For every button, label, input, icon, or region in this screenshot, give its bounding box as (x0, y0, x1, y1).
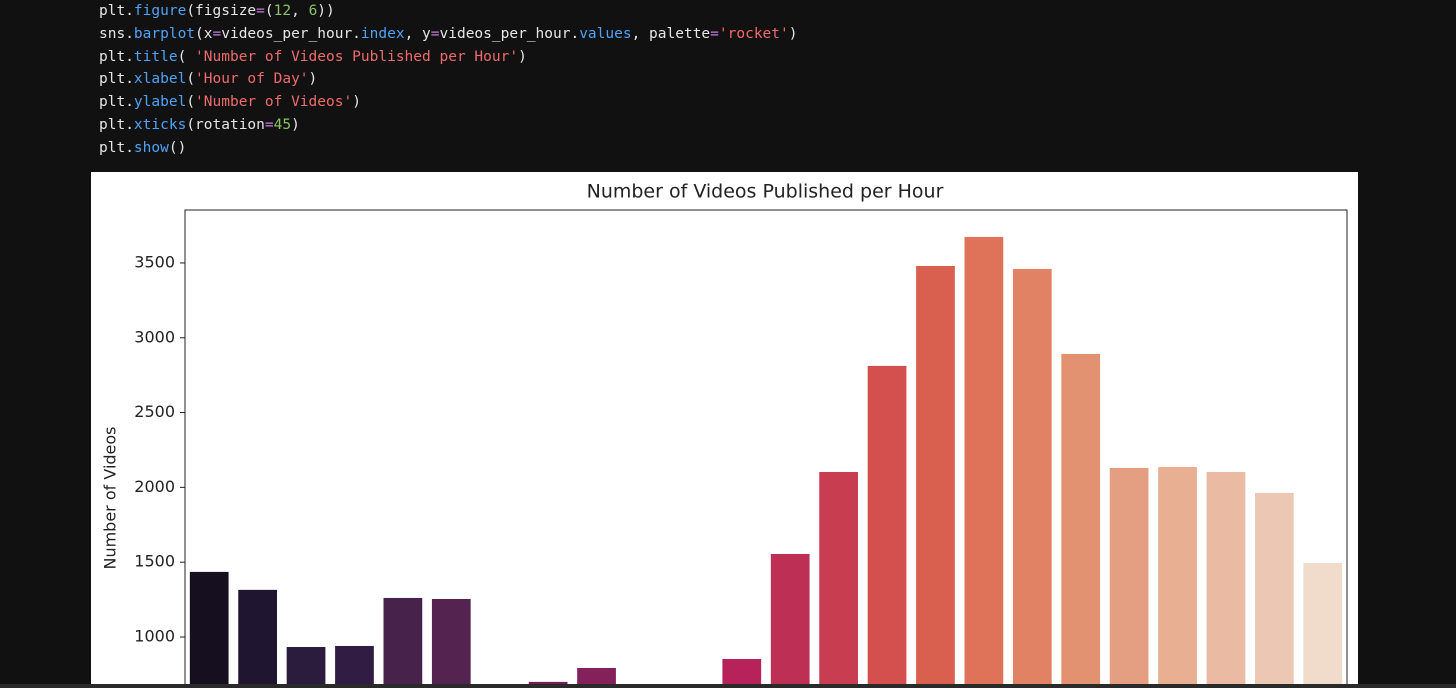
code-token: ) (308, 71, 318, 88)
code-line: plt.figure(figsize=(12, 6)) (99, 0, 797, 23)
code-token: ) (788, 25, 798, 42)
bar (189, 571, 229, 684)
bar (916, 265, 955, 684)
code-token: ( (264, 3, 274, 19)
bar (335, 645, 374, 684)
chart-title: Number of Videos Published per Hour (587, 181, 944, 203)
code-line: plt.xlabel('Hour of Day') (99, 68, 797, 91)
code-token: = (264, 116, 274, 133)
code-token: () (168, 139, 187, 156)
code-token: xticks (133, 116, 187, 133)
y-axis-label: Number of Videos (101, 426, 120, 569)
code-line: plt.title( 'Number of Videos Published p… (99, 46, 797, 69)
chart: Number of Videos Published per Hour Numb… (101, 181, 1348, 684)
code-token: , y (404, 25, 431, 42)
bar (1158, 467, 1197, 684)
code-token: sns. (99, 25, 134, 42)
code-token: 6 (308, 3, 318, 19)
code-token: 'Number of Videos Published per Hour' (195, 48, 519, 65)
bar (286, 647, 326, 684)
bar (1255, 492, 1294, 684)
code-line: plt.xticks(rotation=45) (99, 114, 797, 137)
code-token: title (133, 48, 178, 65)
code-line: sns.barplot(x=videos_per_hour.index, y=v… (99, 23, 797, 46)
code-token: barplot (133, 25, 196, 42)
code-token: = (256, 3, 265, 19)
y-tick-label: 3000 (134, 327, 175, 346)
status-bar (0, 684, 1456, 688)
bar (577, 667, 616, 684)
y-tick-label: 3500 (134, 252, 175, 271)
code-token: values (579, 25, 632, 42)
bar (238, 589, 277, 684)
code-token: index (360, 25, 405, 42)
code-token: (figsize (186, 3, 257, 19)
code-token: 12 (273, 3, 292, 19)
code-token: plt. (99, 139, 134, 156)
bar (383, 597, 423, 684)
y-tick-label: 2000 (134, 477, 175, 496)
code-token: figure (133, 3, 187, 19)
code-token: xlabel (133, 71, 187, 88)
code-token: plt. (99, 116, 134, 133)
code-token: (x (195, 25, 213, 42)
figure: Number of Videos Published per Hour Numb… (91, 172, 1358, 684)
bar (867, 365, 907, 684)
code-token: )) (317, 3, 335, 19)
code-token: 45 (273, 116, 292, 133)
bar (528, 681, 568, 684)
y-tick-label: 1500 (134, 552, 175, 571)
code-token: plt. (99, 48, 134, 65)
code-token: plt. (99, 71, 134, 88)
code-token: show (133, 139, 169, 156)
code-token: 'Hour of Day' (195, 71, 309, 88)
code-token: , palette (631, 25, 711, 42)
y-tick-label: 2500 (134, 402, 175, 421)
code-token: plt. (99, 3, 134, 19)
code-line: plt.ylabel('Number of Videos') (99, 91, 797, 114)
bar (1206, 471, 1246, 684)
code-token: , (291, 3, 309, 19)
bar (431, 598, 471, 684)
bar (1061, 353, 1101, 684)
code-token: ( (186, 71, 196, 88)
code-token: ( (177, 48, 196, 65)
y-tick-label: 1000 (134, 626, 175, 645)
code-token: ) (518, 48, 527, 65)
code-token: ylabel (133, 94, 187, 111)
code-token: = (710, 25, 719, 42)
code-token: videos_per_hour. (221, 25, 361, 42)
code-token: (rotation (186, 116, 265, 133)
code-token: ) (291, 116, 300, 133)
axes-frame (184, 209, 1348, 684)
code-token: plt. (99, 94, 134, 111)
code-token: 'rocket' (718, 25, 789, 42)
code-token: videos_per_hour. (439, 25, 580, 42)
bar (722, 658, 762, 684)
bar (1109, 467, 1149, 684)
bar (1012, 268, 1052, 684)
code-token: = (212, 25, 222, 42)
bar (964, 236, 1004, 684)
bar (770, 553, 810, 684)
bar (819, 471, 858, 684)
code-token: ) (352, 94, 361, 111)
bar (1303, 562, 1343, 684)
code-token: 'Number of Videos' (195, 94, 353, 111)
code-line: plt.show() (99, 137, 797, 160)
code-token: ( (186, 94, 196, 111)
code-cell: plt.figure(figsize=(12, 6)) sns.barplot(x… (99, 0, 797, 160)
code-token: = (430, 25, 440, 42)
